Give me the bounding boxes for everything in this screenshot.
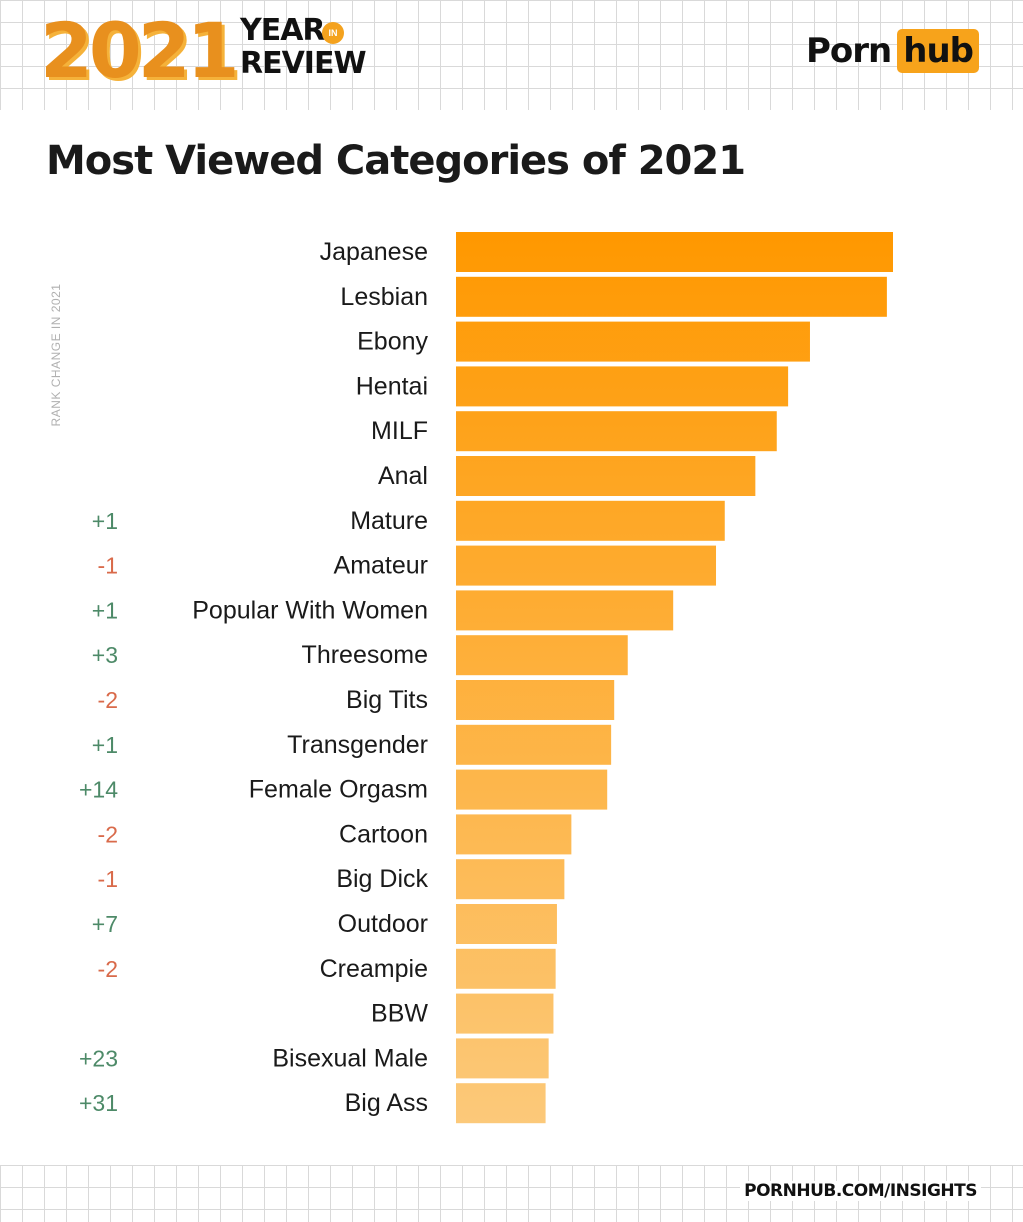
bar-anal xyxy=(456,456,756,496)
category-label: MILF xyxy=(371,417,428,445)
bar-japanese xyxy=(456,232,893,272)
rank-change-label: -2 xyxy=(98,821,118,847)
rank-changes-group: +1 -1 +1 +3 -2 +1 +14 -2 -1 +7 -2 +23 +31 xyxy=(79,508,118,1116)
bar-female-orgasm xyxy=(456,769,608,810)
category-label: Female Orgasm xyxy=(249,776,428,804)
category-label: Cartoon xyxy=(339,820,428,848)
category-label: Big Dick xyxy=(336,865,428,893)
category-label: Popular With Women xyxy=(192,596,428,624)
bar-bisexual-male xyxy=(456,1038,549,1079)
rank-change-label: +1 xyxy=(92,732,118,758)
bar-lesbian xyxy=(456,276,887,317)
in-badge: IN xyxy=(322,22,344,44)
category-label: Mature xyxy=(350,507,428,535)
bars-group xyxy=(456,232,893,1124)
bar-big-tits xyxy=(456,680,615,720)
category-label: Big Ass xyxy=(345,1089,428,1117)
bar-milf xyxy=(456,411,777,452)
category-label: Japanese xyxy=(320,238,428,266)
bar-cartoon xyxy=(456,814,572,855)
bar-outdoor xyxy=(456,904,557,944)
year-in-review-line1: YEAR xyxy=(240,13,326,48)
bar-popular-with-women xyxy=(456,590,674,631)
category-label: Bisexual Male xyxy=(272,1044,428,1072)
rank-change-label: +7 xyxy=(92,911,118,937)
rank-change-label: +23 xyxy=(79,1045,118,1071)
category-label: Transgender xyxy=(287,731,428,759)
bar-threesome xyxy=(456,635,628,676)
category-label: Big Tits xyxy=(346,686,428,714)
rank-change-label: +1 xyxy=(92,597,118,623)
category-label: Lesbian xyxy=(340,283,428,311)
year-in-review-logo: YEAR REVIEW xyxy=(240,13,367,81)
brand-logo-text: Porn xyxy=(806,31,892,71)
bar-ebony xyxy=(456,321,810,362)
bar-hentai xyxy=(456,366,789,407)
category-labels-group: Japanese Lesbian Ebony Hentai MILF Anal Mature… xyxy=(192,238,428,1117)
year-in-review-line2: REVIEW xyxy=(240,46,367,81)
rank-change-label: +3 xyxy=(92,642,118,668)
rank-change-label: -2 xyxy=(98,956,118,982)
rank-change-label: +1 xyxy=(92,508,118,534)
footer-url: PORNHUB.COM/INSIGHTS xyxy=(740,1181,981,1201)
rank-change-label: +31 xyxy=(79,1090,118,1116)
rank-change-label: -1 xyxy=(98,866,118,892)
rank-change-label: -1 xyxy=(98,553,118,579)
category-label: Ebony xyxy=(357,328,428,356)
rank-change-label: +14 xyxy=(79,777,118,803)
brand-logo: Porn hub xyxy=(806,26,979,76)
grid-background-top xyxy=(0,0,1023,110)
bar-big-ass xyxy=(456,1083,546,1124)
category-label: Amateur xyxy=(334,552,428,580)
bar-amateur xyxy=(456,545,717,586)
brand-logo-badge: hub xyxy=(897,29,979,73)
bar-bbw xyxy=(456,993,554,1034)
bar-mature xyxy=(456,500,725,541)
category-label: BBW xyxy=(371,1000,428,1028)
category-label: Hentai xyxy=(356,372,428,400)
category-label: Anal xyxy=(378,462,428,490)
bar-creampie xyxy=(456,948,556,989)
category-label: Outdoor xyxy=(338,910,428,938)
rank-change-label: -2 xyxy=(98,687,118,713)
category-label: Threesome xyxy=(302,641,428,669)
category-label: Creampie xyxy=(320,955,428,983)
bar-transgender xyxy=(456,724,612,765)
chart-title: Most Viewed Categories of 2021 xyxy=(46,138,746,184)
bar-big-dick xyxy=(456,859,565,900)
year-logo: 2021 xyxy=(40,6,240,95)
